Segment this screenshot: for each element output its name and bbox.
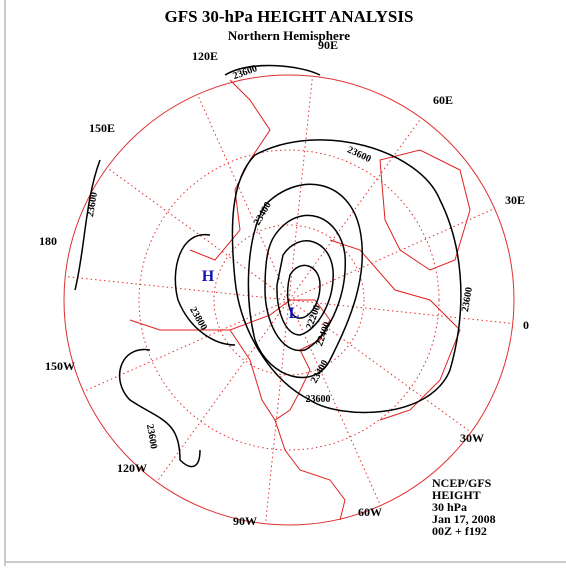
- graticule: [65, 76, 513, 524]
- meridian: [288, 117, 422, 301]
- meridian: [288, 299, 381, 506]
- contour-label: 23600: [85, 191, 100, 218]
- meridian: [288, 299, 513, 325]
- info-line: 30 hPa: [432, 500, 467, 514]
- meridian: [65, 275, 290, 301]
- meridian: [106, 167, 290, 301]
- meridian: [288, 208, 495, 301]
- meridian: [288, 76, 314, 301]
- meridian: [288, 299, 472, 433]
- longitude-label: 0: [523, 318, 529, 332]
- contour-label: 23600: [306, 394, 331, 405]
- longitude-label: 30W: [460, 431, 484, 445]
- longitude-label: 90W: [233, 514, 257, 528]
- title: GFS 30-hPa HEIGHT ANALYSIS: [165, 7, 414, 26]
- longitude-label: 60W: [358, 505, 382, 519]
- latitude-circle: [138, 149, 440, 451]
- high-center: H: [202, 268, 215, 285]
- info-line: Jan 17, 2008: [432, 512, 496, 526]
- contour-label: 23600: [460, 286, 475, 313]
- contour-label: 23600: [144, 423, 159, 450]
- low-center: L: [289, 305, 300, 322]
- longitude-label: 150W: [45, 359, 75, 373]
- meridian: [197, 94, 290, 301]
- longitude-label: 90E: [318, 38, 338, 52]
- meridian: [83, 299, 290, 392]
- info-line: 00Z + f192: [432, 524, 487, 538]
- longitude-label: 120W: [117, 461, 147, 475]
- longitude-label: 180: [39, 234, 57, 248]
- info-line: NCEP/GFS: [432, 476, 492, 490]
- subtitle: Northern Hemisphere: [228, 28, 350, 43]
- meridian: [264, 299, 290, 524]
- longitude-label: 30E: [505, 193, 525, 207]
- longitude-label: 150E: [89, 121, 115, 135]
- map-boundary: [63, 74, 515, 526]
- longitude-label: 120E: [192, 49, 218, 63]
- meridian: [156, 299, 290, 483]
- contours: [74, 64, 462, 468]
- info-line: HEIGHT: [432, 488, 481, 502]
- longitude-label: 60E: [433, 93, 453, 107]
